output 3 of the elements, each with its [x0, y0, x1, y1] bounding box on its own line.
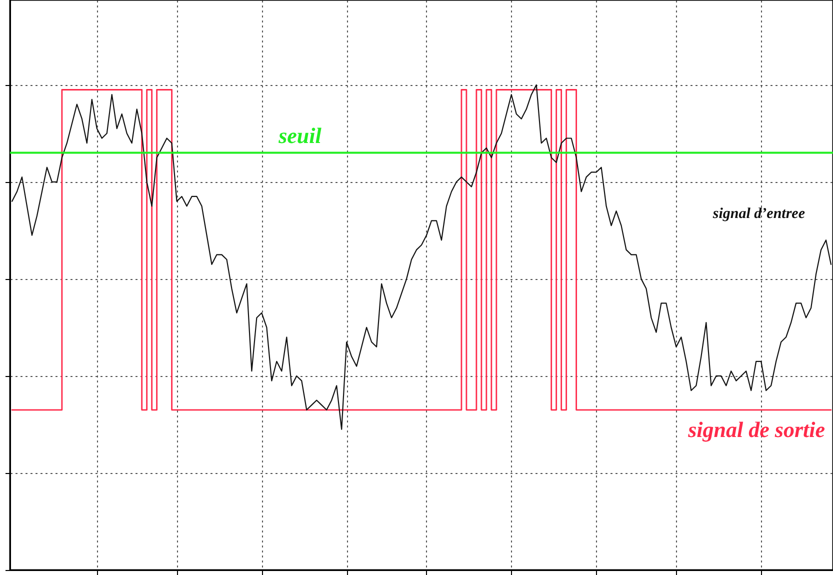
- ref-line-label: seuil: [278, 122, 322, 148]
- series-label: signal d’entree: [712, 206, 806, 222]
- series-label: signal de sortie: [687, 417, 826, 442]
